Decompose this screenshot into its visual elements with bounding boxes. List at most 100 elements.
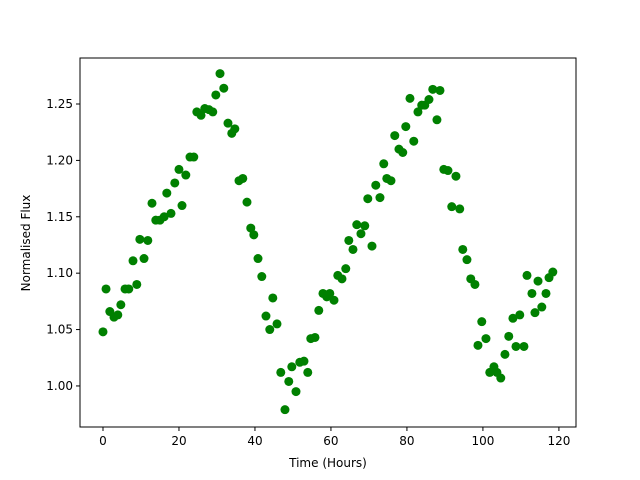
point <box>238 173 248 183</box>
point <box>424 95 434 105</box>
point <box>132 279 142 289</box>
point <box>242 197 252 207</box>
point <box>325 288 335 298</box>
point <box>246 223 256 233</box>
x-axis-label: Time (Hours) <box>288 456 367 470</box>
x-tick-label: 80 <box>399 434 414 448</box>
point <box>329 295 339 305</box>
point <box>299 356 309 366</box>
point <box>219 83 229 93</box>
point <box>116 300 126 310</box>
point <box>352 220 362 230</box>
x-tick-label: 40 <box>247 434 262 448</box>
point <box>477 317 487 327</box>
point <box>481 334 491 344</box>
point <box>101 284 111 294</box>
point <box>458 244 468 254</box>
point <box>291 387 301 397</box>
y-tick-label: 1.00 <box>46 379 73 393</box>
point <box>390 131 400 141</box>
x-tick-label: 20 <box>171 434 186 448</box>
point <box>314 305 324 315</box>
point <box>533 276 543 286</box>
point <box>113 310 123 320</box>
point <box>208 107 218 117</box>
point <box>405 93 415 103</box>
point <box>230 124 240 134</box>
point <box>413 107 423 117</box>
point <box>196 110 206 120</box>
point <box>428 84 438 94</box>
y-tick-label: 1.10 <box>46 266 73 280</box>
y-tick-label: 1.20 <box>46 153 73 167</box>
point <box>268 293 278 303</box>
y-tick-label: 1.05 <box>46 323 73 337</box>
point <box>508 313 518 323</box>
point <box>356 229 366 239</box>
point <box>537 302 547 312</box>
point <box>284 376 294 386</box>
point <box>287 362 297 372</box>
point <box>265 325 275 335</box>
point <box>519 341 529 351</box>
point <box>215 69 225 79</box>
point <box>310 332 320 342</box>
point <box>348 244 358 254</box>
point <box>363 194 373 204</box>
point <box>386 176 396 186</box>
point <box>447 202 457 212</box>
point <box>177 201 187 211</box>
point <box>496 373 506 383</box>
point <box>379 159 389 169</box>
point <box>303 367 313 377</box>
point <box>451 171 461 181</box>
point <box>462 255 472 265</box>
point <box>432 115 442 125</box>
point <box>435 85 445 95</box>
point <box>541 288 551 298</box>
point <box>360 221 370 231</box>
point <box>166 208 176 218</box>
point <box>162 188 172 198</box>
x-tick-label: 60 <box>323 434 338 448</box>
point <box>135 234 145 244</box>
plot-frame <box>79 57 577 428</box>
point <box>261 311 271 321</box>
point <box>375 193 385 203</box>
x-tick-label: 100 <box>471 434 494 448</box>
y-axis-label: Normalised Flux <box>19 195 33 292</box>
point <box>409 136 419 146</box>
point <box>504 331 514 341</box>
point <box>515 310 525 320</box>
x-tick-label: 0 <box>99 434 107 448</box>
point <box>511 341 521 351</box>
point <box>249 230 259 240</box>
point <box>367 241 377 251</box>
point <box>143 235 153 245</box>
point <box>470 279 480 289</box>
point <box>280 405 290 415</box>
point <box>189 152 199 162</box>
point <box>443 166 453 176</box>
point <box>548 267 558 277</box>
point <box>181 170 191 180</box>
point <box>124 284 134 294</box>
point <box>500 349 510 359</box>
point <box>455 204 465 214</box>
point <box>398 148 408 158</box>
x-tick-label: 120 <box>547 434 570 448</box>
point <box>337 274 347 284</box>
point <box>170 178 180 188</box>
point <box>159 212 169 222</box>
point <box>522 270 532 280</box>
point <box>272 319 282 329</box>
point <box>276 367 286 377</box>
point <box>341 264 351 274</box>
point <box>211 90 221 100</box>
point <box>98 327 108 337</box>
point <box>128 256 138 266</box>
point <box>527 288 537 298</box>
point <box>530 308 540 318</box>
